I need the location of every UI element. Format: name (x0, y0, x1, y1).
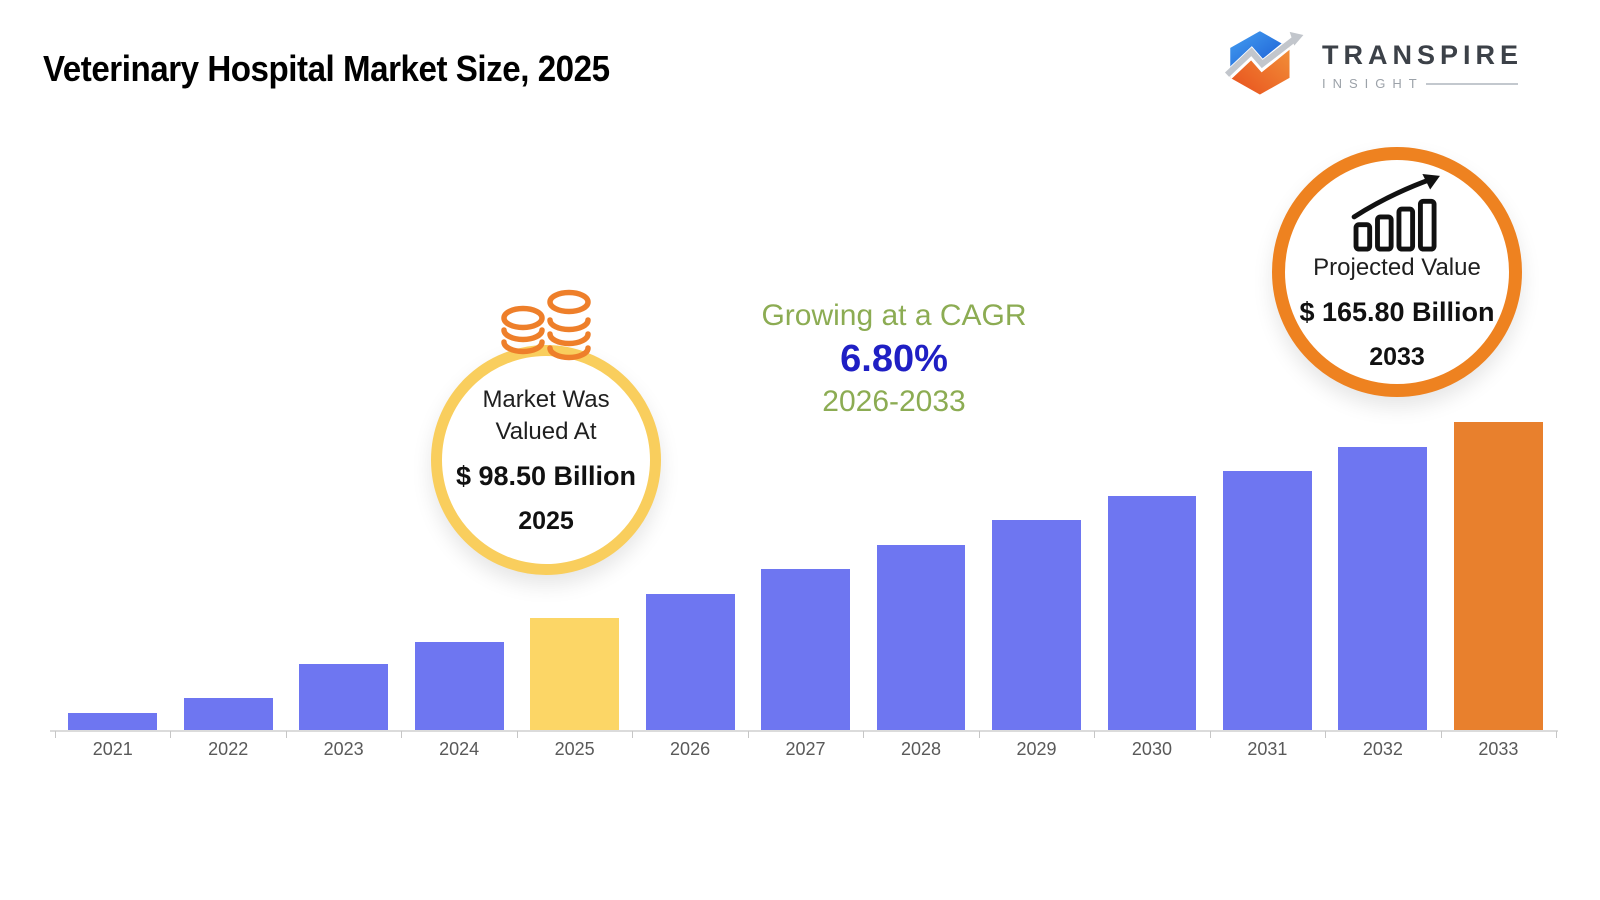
callout-2033-circle: Projected Value $ 165.80 Billion 2033 (1272, 147, 1522, 397)
bar-slot-2022 (170, 410, 285, 730)
x-axis-label-2021: 2021 (92, 739, 133, 759)
x-axis-label-2029: 2029 (1016, 739, 1057, 759)
x-axis-label-2022: 2022 (208, 739, 249, 759)
callout-2033-label: Projected Value (1313, 254, 1481, 281)
bar-2023 (299, 664, 389, 730)
callout-2033-value: $ 165.80 Billion (1299, 297, 1495, 327)
brand-logo: TRANSPIRE INSIGHT (1224, 22, 1523, 106)
bar-2026 (645, 594, 735, 730)
bar-2022 (183, 698, 273, 730)
bar-slot-2029 (979, 410, 1094, 730)
callout-2025-year: 2025 (518, 507, 574, 535)
bar-slot-2025 (517, 410, 632, 730)
growth-bars-arrow-icon (1351, 173, 1440, 252)
axis-tick (55, 731, 56, 738)
cagr-period: 2026-2033 (822, 384, 966, 418)
cagr-value: 6.80% (840, 337, 948, 380)
x-axis-line (50, 730, 1558, 732)
bar-slot-2033 (1441, 410, 1556, 730)
cagr-caption: Growing at a CAGR (761, 299, 1027, 332)
bar-slot-2027 (748, 410, 863, 730)
bar-2024 (414, 642, 504, 730)
x-axis-label-2033: 2033 (1478, 739, 1519, 759)
x-axis-label-2023: 2023 (323, 739, 364, 759)
page-title: Veterinary Hospital Market Size, 2025 (43, 48, 610, 89)
axis-tick (285, 731, 287, 738)
axis-tick (170, 731, 172, 738)
transpire-logo-icon (1224, 31, 1304, 95)
callout-2025-label-line2: Valued At (495, 418, 597, 445)
bar-2029 (992, 520, 1081, 730)
x-axis-label-2028: 2028 (900, 739, 942, 759)
axis-tick (1325, 731, 1327, 738)
logo-underline (1425, 82, 1518, 85)
bar-2031 (1222, 471, 1312, 730)
callout-2033-year: 2033 (1369, 343, 1425, 371)
axis-tick (1094, 731, 1096, 738)
bar-2028 (876, 545, 966, 730)
bar-slot-2026 (632, 410, 747, 730)
bar-2032 (1338, 447, 1428, 730)
x-axis-label-2031: 2031 (1247, 739, 1288, 759)
x-axis-label-2027: 2027 (785, 739, 826, 759)
bar-slot-2030 (1094, 410, 1209, 730)
axis-tick (401, 731, 403, 738)
x-axis-label-2025: 2025 (554, 739, 595, 759)
bar-2021 (68, 713, 158, 730)
axis-tick (516, 731, 518, 738)
axis-tick (1440, 731, 1442, 738)
axis-tick (747, 731, 749, 738)
callout-2025-value: $ 98.50 Billion (455, 461, 637, 491)
x-axis-label-2026: 2026 (670, 739, 711, 759)
x-axis-labels: 2021 2022 2023 2024 2025 2026 2027 2028 2029 2030… (55, 739, 1556, 760)
bar-slot-2031 (1210, 410, 1325, 730)
axis-tick (978, 731, 980, 738)
bar-chart-plot-area (55, 410, 1556, 730)
axis-tick (1556, 731, 1557, 738)
callout-2025-label-line1: Market Was (482, 386, 610, 413)
bar-slot-2024 (401, 410, 516, 730)
axis-tick (632, 731, 634, 738)
logo-subtitle: INSIGHT (1322, 76, 1424, 91)
coin-stacks-icon (501, 289, 591, 361)
logo-brand: TRANSPIRE (1322, 40, 1524, 70)
x-axis-label-2030: 2030 (1131, 739, 1172, 759)
x-axis-ticks (55, 731, 1557, 738)
cagr-block: Growing at a CAGR 6.80% 2026-2033 (694, 299, 1094, 419)
logo-text: TRANSPIRE INSIGHT (1322, 22, 1524, 91)
bar-2033 (1453, 422, 1543, 730)
bar-2025 (530, 618, 620, 730)
x-axis-label-2032: 2032 (1362, 739, 1403, 759)
callout-2025-circle: Market Was Valued At $ 98.50 Billion 202… (431, 345, 661, 575)
bar-slot-2021 (55, 410, 170, 730)
x-axis-label-2024: 2024 (439, 739, 480, 759)
bar-2030 (1107, 496, 1197, 730)
bar-slot-2023 (286, 410, 401, 730)
bar-slot-2032 (1325, 410, 1440, 730)
bar-2027 (761, 569, 850, 730)
axis-tick (863, 731, 865, 738)
bar-slot-2028 (863, 410, 978, 730)
axis-tick (1209, 731, 1211, 738)
